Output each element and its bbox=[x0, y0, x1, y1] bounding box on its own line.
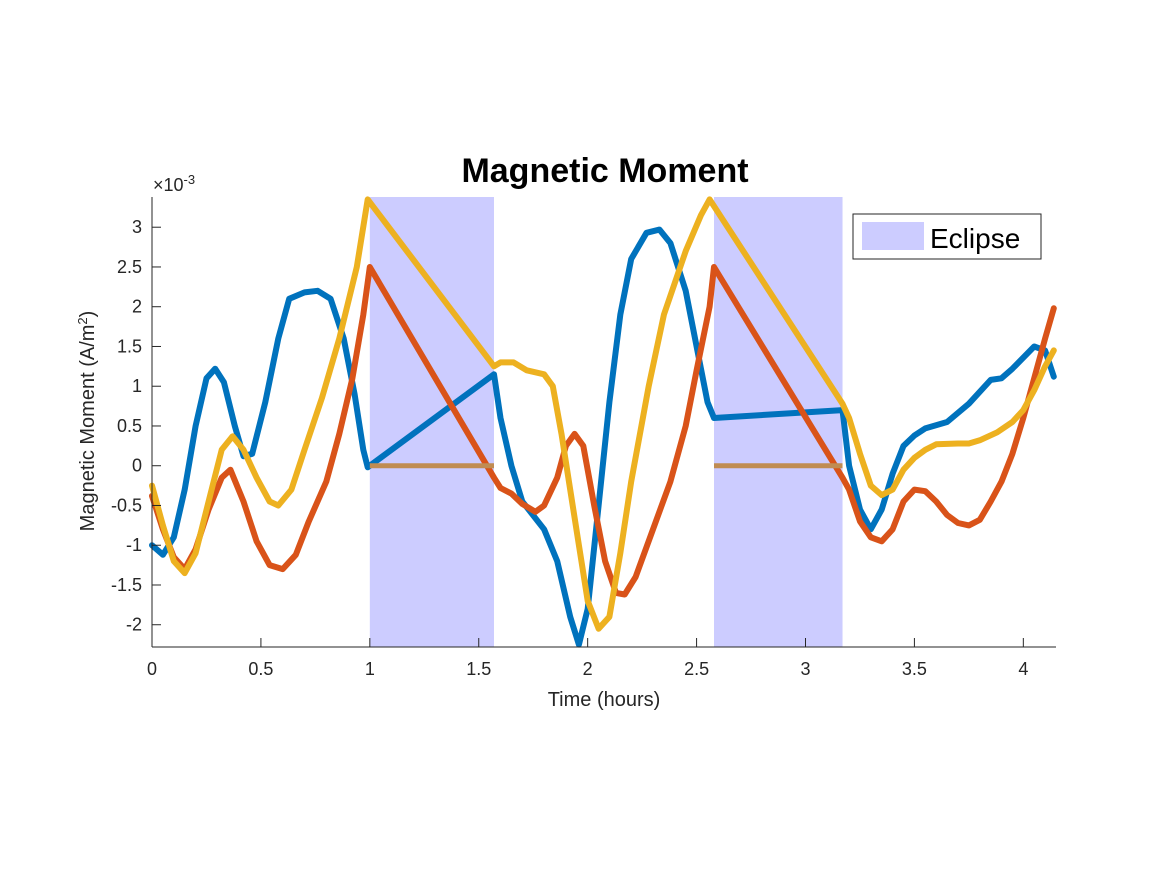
y-exponent-power: -3 bbox=[184, 172, 196, 187]
series-line-3 bbox=[149, 196, 1057, 632]
y-tick-label: 1.5 bbox=[117, 336, 142, 356]
y-axis-label-sup: 2 bbox=[75, 317, 90, 324]
x-tick-label: 4 bbox=[1018, 659, 1028, 679]
x-tick-label: 3 bbox=[800, 659, 810, 679]
y-axis-label-close: ) bbox=[77, 311, 99, 318]
series-lines-layer bbox=[149, 196, 1057, 648]
x-tick-label: 1 bbox=[365, 659, 375, 679]
legend-label-eclipse: Eclipse bbox=[930, 223, 1020, 254]
x-axis-label: Time (hours) bbox=[548, 689, 661, 711]
x-tick-label: 2.5 bbox=[684, 659, 709, 679]
y-tick-label: -1.5 bbox=[111, 575, 142, 595]
eclipse-region-2 bbox=[714, 197, 843, 647]
legend-swatch-eclipse bbox=[862, 222, 924, 250]
y-axis-label: Magnetic Moment (A/m2) bbox=[75, 311, 100, 532]
y-tick-label: 0 bbox=[132, 456, 142, 476]
chart-title: Magnetic Moment bbox=[461, 152, 748, 190]
x-tick-label: 0 bbox=[147, 659, 157, 679]
x-tick-label: 2 bbox=[583, 659, 593, 679]
series-line-2 bbox=[149, 264, 1057, 598]
axes-layer bbox=[151, 197, 1056, 648]
y-axis-label-main: Magnetic Moment (A/m bbox=[77, 325, 99, 532]
y-tick-label: 2 bbox=[132, 297, 142, 317]
x-tick-labels: 0 0.5 1 1.5 2 2.5 3 3.5 4 bbox=[147, 659, 1028, 679]
x-tick-label: 1.5 bbox=[466, 659, 491, 679]
x-tick-label: 0.5 bbox=[248, 659, 273, 679]
y-tick-label: 1 bbox=[132, 376, 142, 396]
y-tick-label: -2 bbox=[126, 615, 142, 635]
y-tick-label: 2.5 bbox=[117, 257, 142, 277]
y-tick-labels: -2 -1.5 -1 -0.5 0 0.5 1 1.5 2 2.5 3 bbox=[111, 217, 142, 635]
y-exponent-prefix: ×10 bbox=[153, 175, 184, 195]
x-tick-label: 3.5 bbox=[902, 659, 927, 679]
y-tick-label: -0.5 bbox=[111, 495, 142, 515]
y-tick-label: -1 bbox=[126, 535, 142, 555]
y-tick-label: 0.5 bbox=[117, 416, 142, 436]
y-tick-label: 3 bbox=[132, 217, 142, 237]
legend: Eclipse bbox=[852, 213, 1042, 260]
y-exponent-label: ×10-3 bbox=[153, 172, 195, 196]
